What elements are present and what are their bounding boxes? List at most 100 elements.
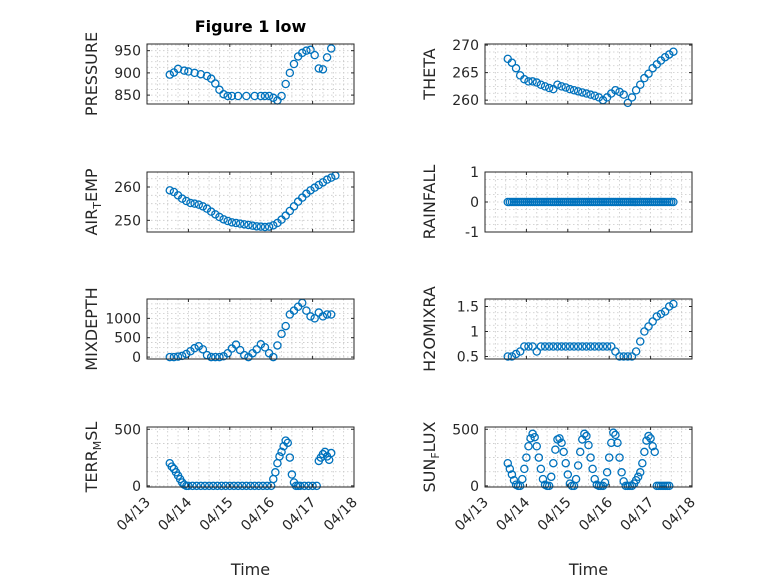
data-point (544, 83, 554, 93)
data-point (664, 481, 674, 491)
data-point (242, 91, 251, 101)
data-point (636, 468, 645, 477)
y-tick-label: 500 (114, 422, 141, 438)
data-point (627, 352, 637, 361)
data-point (302, 46, 311, 55)
data-point (557, 342, 566, 351)
data-point (638, 458, 647, 468)
data-point (627, 93, 637, 102)
data-point (223, 348, 232, 358)
data-point (258, 481, 268, 491)
data-point (669, 299, 678, 309)
data-point (237, 481, 247, 491)
data-point (233, 91, 243, 101)
data-point (289, 59, 299, 69)
data-point (648, 441, 657, 451)
axes-box (484, 426, 693, 488)
data-point (215, 352, 224, 362)
data-point (571, 474, 581, 484)
data-point (590, 342, 599, 351)
data-point (182, 196, 191, 206)
data-point (503, 458, 513, 468)
data-point (190, 68, 199, 78)
data-point (231, 218, 241, 228)
data-point (223, 216, 232, 226)
data-point (507, 352, 517, 361)
data-point (522, 453, 531, 462)
data-point (515, 347, 525, 356)
axes-box (484, 298, 693, 360)
data-point (540, 82, 550, 91)
data-point (650, 447, 659, 457)
data-point (281, 321, 290, 331)
data-point (320, 447, 330, 457)
data-point (297, 48, 307, 58)
data-point (565, 84, 575, 94)
data-point (640, 447, 649, 457)
data-point (295, 481, 305, 491)
data-point (520, 342, 529, 351)
y-tick-label: 0 (470, 195, 479, 211)
y-tick-label: 1.5 (457, 300, 479, 316)
data-point (277, 91, 286, 101)
data-point (569, 85, 579, 95)
data-point (559, 447, 568, 457)
data-point (206, 352, 216, 362)
data-point (235, 345, 245, 355)
data-point (553, 80, 562, 89)
data-point (565, 342, 575, 351)
data-point (254, 481, 264, 491)
data-point (177, 351, 187, 361)
data-point (264, 91, 274, 101)
subplot-1: 850 900 950 PRESSURE Figure 1 low (82, 17, 355, 116)
data-point (561, 342, 570, 351)
data-point (281, 79, 290, 89)
y-tick-label: 260 (114, 180, 141, 196)
data-point (557, 82, 566, 91)
data-point (271, 468, 280, 477)
data-point (553, 342, 562, 351)
data-point (318, 65, 328, 74)
data-point (633, 472, 643, 482)
data-point (660, 307, 670, 316)
y-tick-label: 950 (114, 44, 141, 60)
y-tick-label: 1 (470, 325, 479, 341)
data-point (586, 342, 595, 351)
y-tick-label: 0.5 (457, 350, 479, 366)
data-point (511, 63, 521, 73)
y-axis-label: MIXDEPTH (82, 287, 101, 370)
data-point (264, 222, 274, 231)
data-point (310, 314, 319, 323)
data-point (623, 352, 633, 361)
data-point (190, 343, 199, 353)
y-axis-label: TERRMSL (82, 422, 104, 494)
data-point (557, 438, 566, 448)
data-point (219, 215, 228, 224)
data-point (611, 430, 620, 440)
data-point (613, 438, 622, 448)
data-point (617, 468, 626, 477)
data-point (530, 432, 539, 442)
data-point (611, 347, 620, 356)
data-point (536, 464, 546, 474)
data-point (664, 302, 674, 311)
axes-box (146, 298, 355, 360)
data-point (244, 220, 253, 230)
data-point (644, 69, 653, 78)
data-point (269, 352, 278, 362)
y-tick-label: 1000 (105, 311, 141, 327)
data-point (619, 352, 628, 361)
data-point (518, 474, 527, 484)
data-point (524, 342, 533, 351)
data-point (532, 347, 542, 356)
data-point (326, 310, 336, 319)
data-point (524, 441, 533, 451)
data-point (314, 64, 324, 73)
data-point (524, 77, 533, 86)
data-point (569, 342, 579, 351)
data-point (256, 222, 266, 231)
y-tick-label: 250 (114, 213, 141, 229)
data-point (260, 343, 270, 352)
